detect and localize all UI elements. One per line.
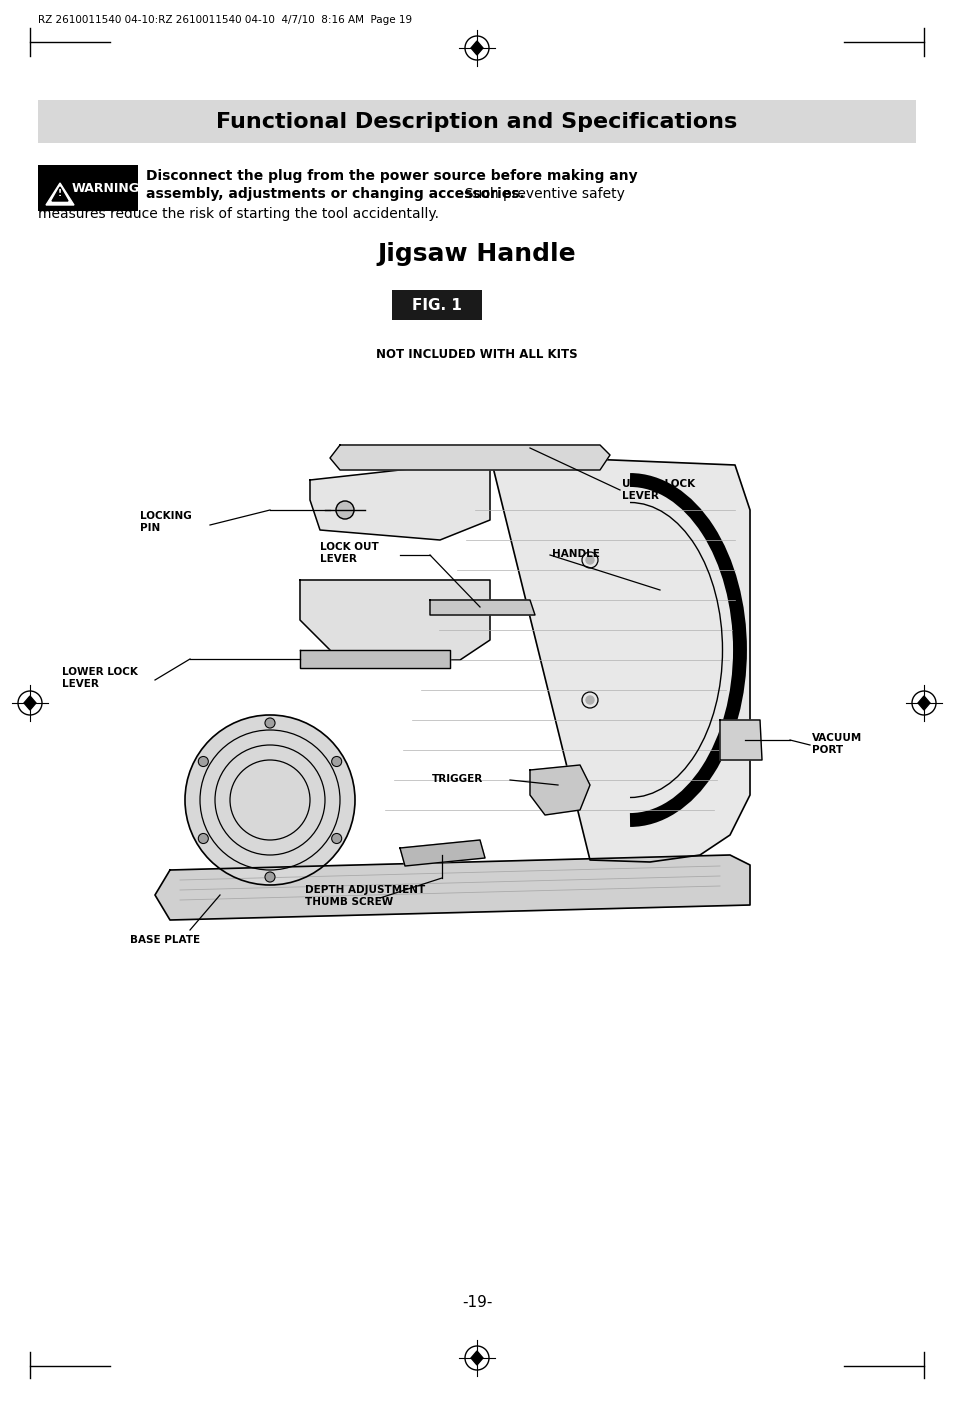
Text: NOT INCLUDED WITH ALL KITS: NOT INCLUDED WITH ALL KITS [375,349,578,361]
Polygon shape [46,183,74,205]
Text: WARNING: WARNING [71,181,140,194]
Text: -19-: -19- [461,1295,492,1310]
Text: LOWER LOCK
LEVER: LOWER LOCK LEVER [62,668,138,689]
Circle shape [332,834,341,844]
Polygon shape [917,696,929,710]
Circle shape [585,555,594,564]
Text: Disconnect the plug from the power source before making any: Disconnect the plug from the power sourc… [146,169,637,183]
Text: VACUUM
PORT: VACUUM PORT [811,733,862,755]
Text: Such preventive safety: Such preventive safety [456,187,624,201]
Text: Jigsaw Handle: Jigsaw Handle [377,242,576,266]
Text: HANDLE: HANDLE [552,548,599,560]
FancyBboxPatch shape [38,100,915,143]
Polygon shape [430,600,535,614]
Text: Functional Description and Specifications: Functional Description and Specification… [216,111,737,132]
Text: FIG. 1: FIG. 1 [412,298,461,312]
Circle shape [265,872,274,882]
Circle shape [332,756,341,766]
Text: LOCKING
PIN: LOCKING PIN [140,512,192,533]
Polygon shape [490,456,749,862]
Text: BASE PLATE: BASE PLATE [130,935,200,945]
Polygon shape [471,1351,482,1365]
Text: !: ! [58,190,62,198]
FancyBboxPatch shape [38,165,138,211]
Polygon shape [530,765,589,815]
Text: measures reduce the risk of starting the tool accidentally.: measures reduce the risk of starting the… [38,207,438,221]
Circle shape [185,716,355,884]
Circle shape [335,501,354,519]
Polygon shape [330,446,609,470]
Circle shape [265,718,274,728]
Polygon shape [310,460,490,540]
Polygon shape [299,581,490,659]
Text: RZ 2610011540 04-10:RZ 2610011540 04-10  4/7/10  8:16 AM  Page 19: RZ 2610011540 04-10:RZ 2610011540 04-10 … [38,15,412,25]
Polygon shape [299,650,450,668]
Text: assembly, adjustments or changing accessories.: assembly, adjustments or changing access… [146,187,524,201]
Text: UPPER LOCK
LEVER: UPPER LOCK LEVER [621,479,695,501]
Polygon shape [52,187,68,201]
Text: DEPTH ADJUSTMENT
THUMB SCREW: DEPTH ADJUSTMENT THUMB SCREW [305,886,425,907]
Text: TRIGGER: TRIGGER [432,773,483,785]
FancyBboxPatch shape [392,290,481,321]
Circle shape [198,756,208,766]
Polygon shape [720,720,761,761]
Polygon shape [399,839,484,866]
Text: LOCK OUT
LEVER: LOCK OUT LEVER [319,543,378,564]
Polygon shape [471,41,482,55]
Circle shape [585,696,594,704]
Circle shape [198,834,208,844]
Polygon shape [154,855,749,920]
Polygon shape [24,696,36,710]
